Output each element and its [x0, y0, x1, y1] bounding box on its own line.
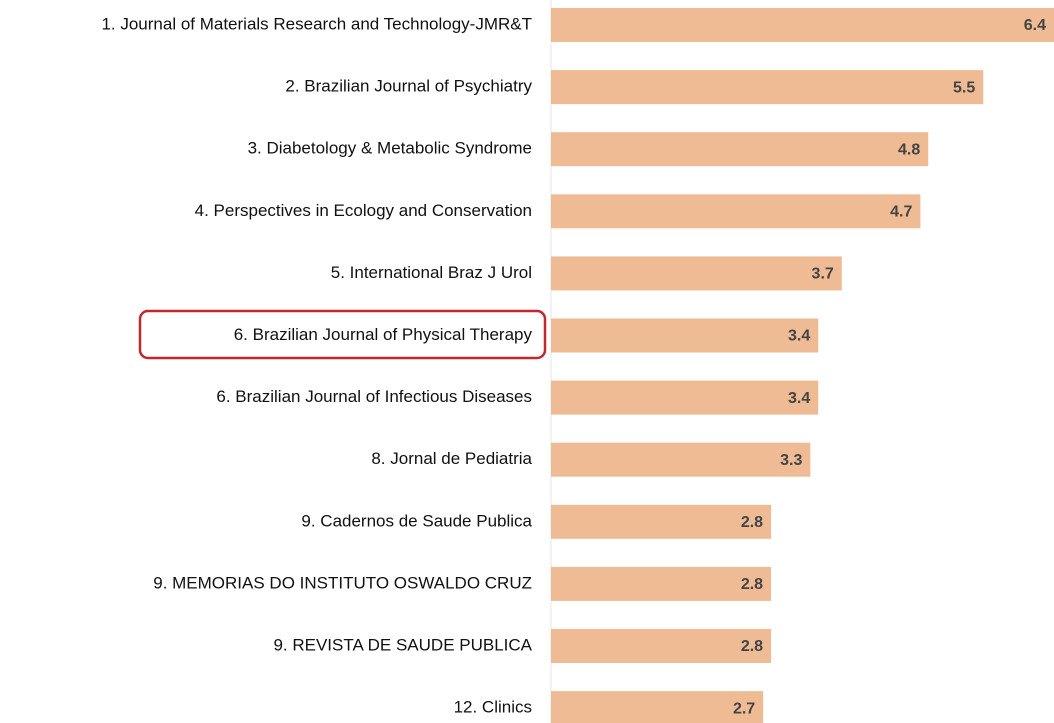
bar — [551, 256, 842, 291]
bar — [551, 8, 1054, 42]
bar — [551, 566, 772, 601]
bar — [551, 132, 929, 167]
category-label: 3. Diabetology & Metabolic Syndrome — [248, 139, 532, 158]
bar — [551, 629, 772, 663]
category-label: 4. Perspectives in Ecology and Conservat… — [195, 201, 532, 220]
value-label: 3.4 — [788, 328, 810, 345]
bar — [551, 504, 772, 539]
bar — [551, 318, 819, 353]
highlight-box — [138, 309, 547, 360]
value-label: 3.3 — [780, 452, 802, 469]
category-label: 8. Jornal de Pediatria — [371, 449, 532, 468]
category-label: 9. MEMORIAS DO INSTITUTO OSWALDO CRUZ — [153, 573, 532, 592]
category-label: 6. Brazilian Journal of Infectious Disea… — [216, 387, 532, 406]
category-label: 5. International Braz J Urol — [331, 263, 532, 282]
value-label: 2.7 — [733, 700, 755, 717]
bar — [551, 380, 819, 415]
category-label: 1. Journal of Materials Research and Tec… — [101, 14, 532, 33]
value-label: 2.8 — [741, 576, 763, 593]
value-label: 5.5 — [953, 79, 975, 96]
value-label: 3.7 — [812, 266, 834, 283]
value-label: 6.4 — [1024, 17, 1046, 34]
bar — [551, 70, 984, 105]
category-label: 9. Cadernos de Saude Publica — [301, 511, 532, 530]
value-label: 2.8 — [741, 638, 763, 655]
category-label: 6. Brazilian Journal of Physical Therapy — [234, 325, 533, 344]
category-label: 9. REVISTA DE SAUDE PUBLICA — [273, 635, 532, 654]
bar — [551, 442, 811, 477]
bar — [551, 194, 921, 229]
category-label: 2. Brazilian Journal of Psychiatry — [285, 77, 532, 96]
bar — [551, 691, 764, 723]
value-label: 4.7 — [890, 204, 912, 221]
value-label: 2.8 — [741, 514, 763, 531]
value-label: 3.4 — [788, 390, 810, 407]
category-label: 12. Clinics — [454, 698, 532, 717]
value-label: 4.8 — [898, 141, 920, 158]
